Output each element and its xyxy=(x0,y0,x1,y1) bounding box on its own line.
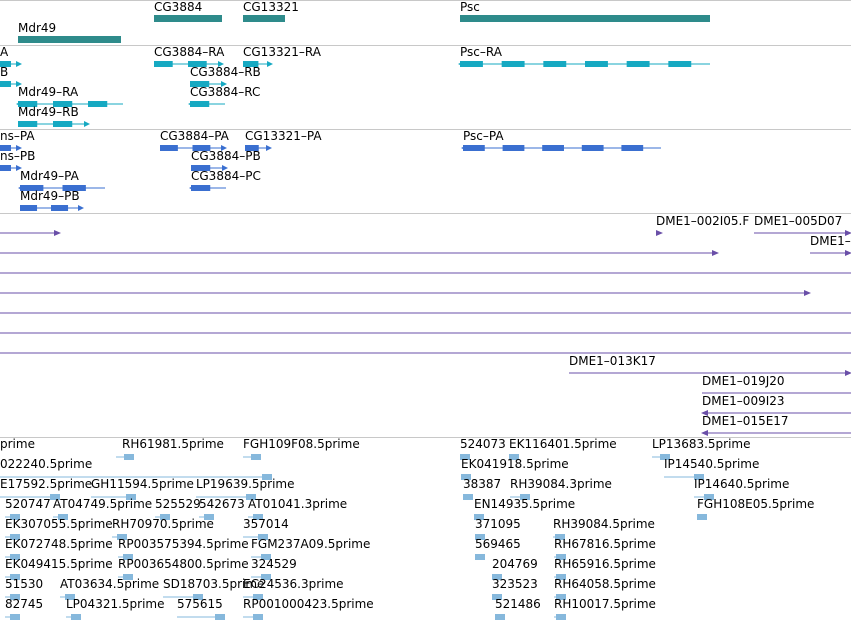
track-divider xyxy=(0,129,851,130)
feature-label: SD18703.5prime xyxy=(163,577,265,591)
feature-label: AT03634.5prime xyxy=(60,577,160,591)
track-divider xyxy=(0,213,851,214)
feature-label: Mdr49–RA xyxy=(18,85,79,99)
feature-label: EK049415.5prime xyxy=(5,557,113,571)
feature-label: DME1–019J20 xyxy=(702,374,785,388)
feature-label: DME1– xyxy=(810,234,851,248)
feature-label: AT01041.3prime xyxy=(248,497,348,511)
feature-label: GH11594.5prime xyxy=(91,477,194,491)
feature-label: RH39084.5prime xyxy=(553,517,655,531)
feature-label: Psc–RA xyxy=(460,45,502,59)
track-divider xyxy=(0,0,851,1)
feature-label: CG3884 xyxy=(154,0,203,14)
feature-label: EK072748.5prime xyxy=(5,537,113,551)
feature-label: ns–PB xyxy=(0,149,36,163)
feature-label: RH64058.5prime xyxy=(554,577,656,591)
feature-label: 82745 xyxy=(5,597,44,611)
feature-label: 542673 xyxy=(199,497,245,511)
feature-label: RP003654800.5prime xyxy=(118,557,249,571)
feature-label: EK307055.5prime xyxy=(5,517,113,531)
feature-label: EN14935.5prime xyxy=(474,497,576,511)
feature-label: CG3884–RC xyxy=(190,85,261,99)
feature-label: DME1–013K17 xyxy=(569,354,656,368)
feature-label: IP14540.5prime xyxy=(664,457,760,471)
feature-label: 569465 xyxy=(475,537,521,551)
feature-label: 38387 xyxy=(463,477,502,491)
feature-label: 51530 xyxy=(5,577,44,591)
feature-label: RP001000423.5prime xyxy=(243,597,374,611)
feature-label: Mdr49–PB xyxy=(20,189,80,203)
feature-label: FGH109F08.5prime xyxy=(243,437,360,451)
feature-label: CG3884–RA xyxy=(154,45,225,59)
feature-label: 521486 xyxy=(495,597,541,611)
feature-label: RH70970.5prime xyxy=(112,517,214,531)
feature-label: prime xyxy=(0,437,35,451)
track-divider xyxy=(0,437,851,438)
feature-label: A xyxy=(0,45,9,59)
feature-label: RH67816.5prime xyxy=(554,537,656,551)
feature-label: CG13321 xyxy=(243,0,299,14)
feature-label: Psc–PA xyxy=(463,129,504,143)
feature-label: Mdr49–PA xyxy=(20,169,79,183)
feature-label: CG3884–PC xyxy=(191,169,261,183)
feature-label: B xyxy=(0,65,9,79)
feature-label: AT04749.5prime xyxy=(53,497,153,511)
feature-label: Mdr49 xyxy=(18,21,57,35)
feature-label: 524073 xyxy=(460,437,506,451)
feature-label: Mdr49–RB xyxy=(18,105,79,119)
feature-label: 357014 xyxy=(243,517,289,531)
feature-label: IP14640.5prime xyxy=(694,477,790,491)
feature-label: RP003575394.5prime xyxy=(118,537,249,551)
feature-label: EC24536.3prime xyxy=(243,577,344,591)
feature-label: CG13321–RA xyxy=(243,45,321,59)
feature-label: 575615 xyxy=(177,597,223,611)
feature-label: 323523 xyxy=(492,577,538,591)
feature-label: FGH108E05.5prime xyxy=(697,497,815,511)
feature-label: 204769 xyxy=(492,557,538,571)
feature-label: 324529 xyxy=(251,557,297,571)
feature-label: EK041918.5prime xyxy=(461,457,569,471)
feature-label: DME1–002I05.F xyxy=(656,214,750,228)
feature-label: LP13683.5prime xyxy=(652,437,751,451)
feature-label: 520747 xyxy=(5,497,51,511)
feature-label: LP04321.5prime xyxy=(66,597,165,611)
feature-label: Psc xyxy=(460,0,480,14)
feature-label: ns–PA xyxy=(0,129,35,143)
feature-label: CG3884–PA xyxy=(160,129,229,143)
feature-label: DME1–015E17 xyxy=(702,414,789,428)
feature-label: 525529 xyxy=(155,497,201,511)
feature-label: E17592.5prime xyxy=(0,477,93,491)
feature-label: CG3884–RB xyxy=(190,65,261,79)
feature-label: CG3884–PB xyxy=(191,149,261,163)
feature-label: FGM237A09.5prime xyxy=(251,537,371,551)
feature-label: LP19639.5prime xyxy=(196,477,295,491)
feature-label: 371095 xyxy=(475,517,521,531)
feature-label: DME1–005D07 xyxy=(754,214,843,228)
feature-label: DME1–009I23 xyxy=(702,394,785,408)
feature-label: 022240.5prime xyxy=(0,457,93,471)
track-divider xyxy=(0,45,851,46)
feature-label: RH65916.5prime xyxy=(554,557,656,571)
feature-label: CG13321–PA xyxy=(245,129,322,143)
feature-label: EK116401.5prime xyxy=(509,437,617,451)
feature-label: RH10017.5prime xyxy=(554,597,656,611)
feature-label: RH61981.5prime xyxy=(122,437,224,451)
feature-label: RH39084.3prime xyxy=(510,477,612,491)
